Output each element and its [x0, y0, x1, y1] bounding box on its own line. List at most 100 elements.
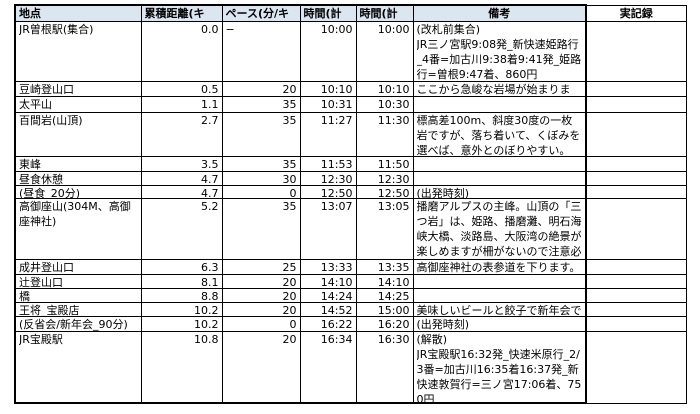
cell-distance-text: 1.1 — [201, 98, 219, 111]
cell-time_plan-text: 12:50 — [377, 187, 410, 198]
cell-spot-text: 百間岩(山頂) — [19, 114, 83, 127]
cell-pace: 30 — [221, 171, 301, 186]
cell-spot: 成井登山口 — [14, 259, 142, 275]
cell-remarks: ここから急峻な岩場が始まります。 — [412, 81, 587, 97]
cell-remarks-text: 播磨アルプスの主峰。山頂の「三つ岩」は、姫路、播磨灘、明石海峡大橋、淡路島、大阪… — [416, 200, 582, 258]
cell-distance-text: 0.5 — [201, 83, 219, 96]
cell-time_plan-text: 11:30 — [377, 114, 410, 127]
cell-spot: 豆崎登山口 — [14, 81, 142, 97]
cell-pace: − — [221, 21, 301, 82]
cell-time_calc-text: 11:27 — [320, 114, 353, 127]
cell-distance: 2.7 — [140, 112, 223, 157]
cell-distance-text: 8.1 — [201, 276, 219, 288]
cell-spot-text: 王将_宝殿店 — [19, 304, 80, 316]
cell-spot-text: 橋 — [19, 290, 30, 302]
cell-distance: 8.8 — [140, 288, 223, 303]
cell-remarks-text: 美味しいビールと餃子で新年会です。 — [416, 304, 582, 316]
table-row: (反省会/新年会_90分) 10.2 0 16:22 16:20 (出発時刻) — [14, 316, 687, 332]
cell-distance: 1.1 — [140, 96, 223, 113]
table-body: JR曽根駅(集合) 0.0− 10:00 10:00 (改札前集合) JR三ノ宮駅9:0… — [14, 21, 687, 404]
cell-pace: 20 — [221, 331, 301, 404]
cell-pace-text: 20 — [282, 83, 297, 96]
cell-time_plan-text: 10:30 — [377, 98, 410, 111]
column-header-label: ペース(分/キロ) — [225, 7, 290, 20]
cell-time_calc-text: 14:52 — [320, 304, 353, 316]
cell-remarks: (改札前集合) JR三ノ宮駅9:08発_新快速姫路行_4番=加古川9:38着9:… — [412, 21, 587, 82]
cell-actual — [585, 185, 687, 199]
column-header-actual: 実記録 — [585, 4, 687, 22]
table-row: 昼食休憩 4.7 30 12:30 12:30 — [14, 171, 687, 186]
cell-time_plan-text: 16:30 — [377, 333, 410, 346]
cell-spot: JR宝殿駅 — [14, 331, 142, 404]
cell-spot: 辻登山口 — [14, 274, 142, 289]
cell-pace: 20 — [221, 288, 301, 303]
cell-time_plan: 14:10 — [355, 274, 414, 289]
cell-pace-text: 35 — [282, 114, 297, 127]
cell-distance: 10.8 — [140, 331, 223, 404]
table-row: 太平山 1.1 35 10:31 10:30 — [14, 96, 687, 113]
cell-remarks — [412, 288, 587, 303]
cell-remarks — [412, 274, 587, 289]
cell-actual — [585, 259, 687, 275]
cell-time_plan: 13:35 — [355, 259, 414, 275]
cell-time_plan-text: 14:25 — [377, 290, 410, 302]
cell-pace: 20 — [221, 302, 301, 317]
cell-pace-text: 20 — [282, 290, 297, 302]
cell-spot-text: 昼食休憩 — [19, 173, 63, 185]
cell-distance: 10.2 — [140, 316, 223, 332]
cell-remarks: 美味しいビールと餃子で新年会です。 — [412, 302, 587, 317]
cell-actual-text — [590, 173, 683, 185]
table-row: 辻登山口 8.1 20 14:10 14:10 — [14, 274, 687, 289]
column-header-distance: 累積距離(キロ) — [140, 4, 223, 22]
table-row: JR宝殿駅 10.8 20 16:34 16:30 (解散) JR宝殿駅16:32発_快速… — [14, 331, 687, 404]
cell-time_plan: 10:00 — [355, 21, 414, 82]
cell-remarks-text: 標高差100m、斜度30度の一枚岩ですが、落ち着いて、くぼみを選べば、意外とのぼ… — [416, 114, 581, 156]
cell-distance: 8.1 — [140, 274, 223, 289]
cell-distance-text: 4.7 — [201, 173, 219, 185]
cell-distance-text: 2.7 — [201, 114, 219, 127]
table-row: 東峰 3.5 35 11:53 11:50 — [14, 156, 687, 172]
cell-time_calc-text: 10:10 — [320, 83, 353, 96]
cell-actual — [585, 81, 687, 97]
cell-time_calc: 16:22 — [299, 316, 357, 332]
cell-time_plan: 11:50 — [355, 156, 414, 172]
header-row: 地点 累積距離(キロ) ペース(分/キロ) 時間(計算) 時間(計画) 備考 実記録 — [14, 4, 687, 22]
cell-spot-text: (反省会/新年会_90分) — [19, 318, 128, 331]
cell-remarks — [412, 171, 587, 186]
table-header: 地点 累積距離(キロ) ペース(分/キロ) 時間(計算) 時間(計画) 備考 実記録 — [14, 4, 687, 22]
cell-pace-text: 30 — [282, 173, 297, 185]
cell-time_calc-text: 13:33 — [320, 261, 353, 274]
cell-time_calc: 12:50 — [299, 185, 357, 199]
cell-time_plan: 13:05 — [355, 198, 414, 260]
cell-time_plan-text: 11:50 — [377, 158, 410, 171]
cell-time_calc: 11:27 — [299, 112, 357, 157]
cell-pace-text: 35 — [282, 98, 297, 111]
cell-distance: 3.5 — [140, 156, 223, 172]
cell-time_calc-text: 10:31 — [320, 98, 353, 111]
cell-time_calc-text: 10:00 — [320, 23, 353, 36]
table-row: 豆崎登山口 0.5 20 10:10 10:10 ここから急峻な岩場が始まります。 — [14, 81, 687, 97]
cell-remarks-text: 高御座神社の表参道を下ります。 — [416, 261, 581, 274]
cell-time_calc: 14:10 — [299, 274, 357, 289]
cell-spot: 太平山 — [14, 96, 142, 113]
table-row: JR曽根駅(集合) 0.0− 10:00 10:00 (改札前集合) JR三ノ宮駅9:0… — [14, 21, 687, 82]
cell-actual — [585, 274, 687, 289]
cell-remarks — [412, 96, 587, 113]
column-header-label: 累積距離(キロ) — [144, 7, 205, 20]
cell-distance: 0.0 — [140, 21, 223, 82]
cell-pace-text: 35 — [282, 158, 297, 171]
cell-remarks — [412, 156, 587, 172]
cell-time_calc-text: 14:10 — [320, 276, 353, 288]
cell-pace: 0 — [221, 316, 301, 332]
cell-remarks-text — [417, 276, 583, 288]
column-header-label: 時間(計画) — [359, 7, 398, 20]
cell-spot-text: 豆崎登山口 — [19, 83, 74, 96]
cell-actual-text — [590, 318, 683, 331]
cell-remarks: 標高差100m、斜度30度の一枚岩ですが、落ち着いて、くぼみを選べば、意外とのぼ… — [412, 112, 587, 157]
cell-actual-text — [590, 98, 683, 112]
cell-actual — [585, 96, 687, 113]
cell-time_plan-text: 12:30 — [377, 173, 410, 185]
column-header-label: 時間(計算) — [303, 7, 342, 20]
cell-pace: 35 — [221, 156, 301, 172]
cell-spot: (反省会/新年会_90分) — [14, 316, 142, 332]
